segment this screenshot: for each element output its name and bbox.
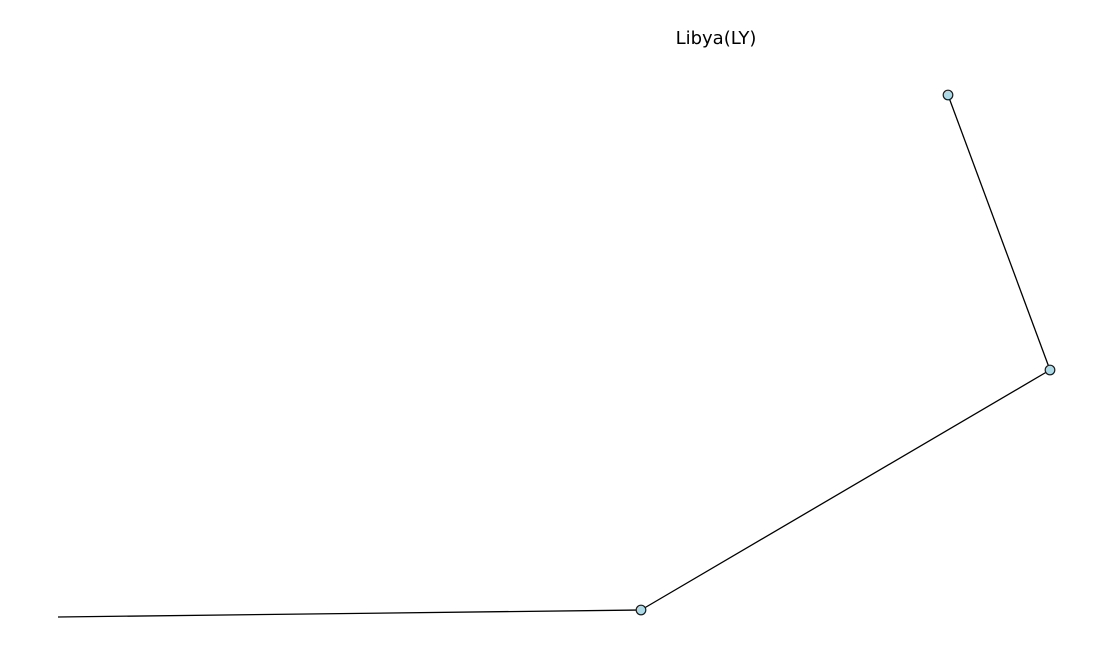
diagram-title: Libya(LY) [675, 28, 757, 49]
graph-node-3 [635, 604, 647, 616]
nodes-layer [635, 89, 1056, 616]
graph-edge-2 [640, 369, 1051, 611]
graph-edge-3 [57, 609, 642, 618]
graph-edge-1 [947, 94, 1051, 371]
edges-layer [57, 94, 1051, 618]
graph-node-2 [1044, 364, 1056, 376]
graph-node-1 [942, 89, 954, 101]
